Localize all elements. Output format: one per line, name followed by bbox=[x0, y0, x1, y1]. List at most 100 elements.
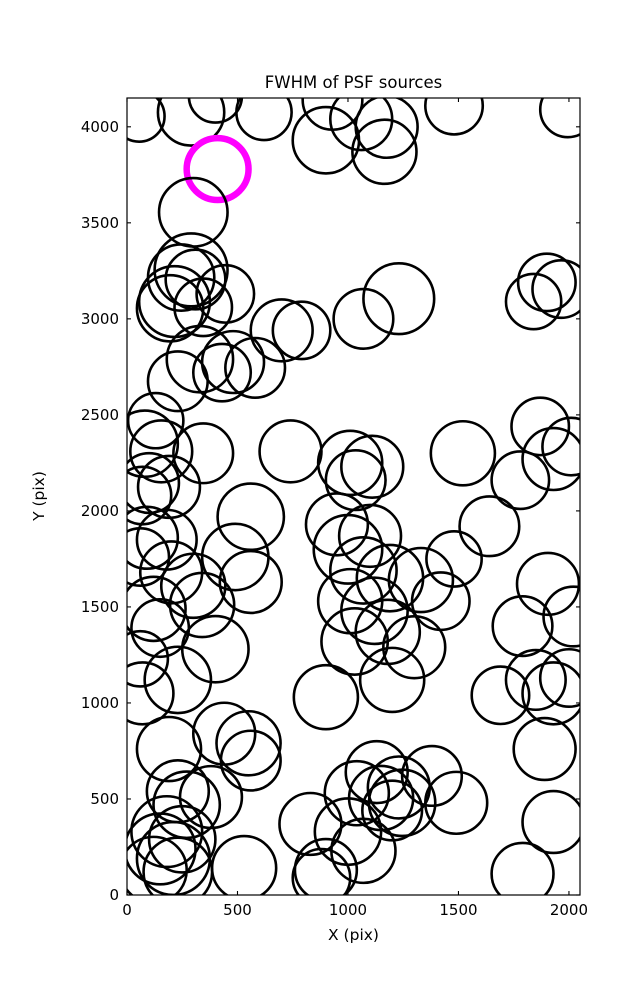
psf-source-circle bbox=[135, 273, 205, 343]
psf-source-circle bbox=[542, 585, 580, 648]
psf-source-circle bbox=[187, 98, 244, 124]
plot-data-area bbox=[127, 98, 580, 895]
psf-source-circle bbox=[337, 503, 403, 569]
psf-source-circle bbox=[135, 715, 203, 783]
psf-source-circle bbox=[127, 451, 181, 515]
psf-source-circle bbox=[127, 629, 170, 688]
psf-source-circle bbox=[491, 594, 554, 658]
psf-source-circle bbox=[320, 607, 390, 676]
psf-source-circle bbox=[172, 422, 235, 485]
psf-source-circle bbox=[400, 744, 464, 808]
psf-source-circle bbox=[328, 98, 394, 152]
x-tick-label: 0 bbox=[122, 901, 132, 919]
psf-source-circle bbox=[316, 429, 384, 497]
y-tick-label: 0 bbox=[109, 886, 119, 904]
psf-source-circle bbox=[215, 709, 282, 777]
psf-source-circle bbox=[127, 575, 187, 643]
psf-source-circle bbox=[367, 768, 437, 838]
psf-source-circle bbox=[304, 492, 370, 557]
psf-source-circle bbox=[180, 614, 250, 684]
psf-source-circle bbox=[538, 647, 580, 709]
psf-source-circle bbox=[168, 571, 236, 639]
psf-source-circle bbox=[278, 791, 343, 857]
psf-source-circle bbox=[173, 277, 234, 338]
psf-source-circle bbox=[328, 535, 398, 605]
y-tick-label: 2500 bbox=[81, 406, 119, 424]
y-tick-label: 4000 bbox=[81, 118, 119, 136]
psf-source-circle bbox=[470, 665, 531, 726]
x-tick-label: 500 bbox=[223, 901, 252, 919]
x-axis-label: X (pix) bbox=[328, 926, 379, 944]
psf-source-circle bbox=[153, 232, 229, 308]
psf-source-circle bbox=[127, 812, 197, 886]
psf-source-circle bbox=[354, 98, 419, 160]
psf-source-circle bbox=[490, 450, 551, 511]
psf-source-circle bbox=[249, 298, 314, 363]
psf-source-circle bbox=[146, 350, 209, 413]
psf-source-circle bbox=[344, 739, 409, 805]
psf-source-circle bbox=[504, 648, 567, 712]
psf-source-circle bbox=[362, 262, 436, 336]
psf-source-circle bbox=[521, 426, 580, 492]
y-axis-ticks: 0 500 1000 1500 2000 2500 3000 3500 4000 bbox=[81, 118, 580, 904]
psf-source-circle bbox=[538, 98, 580, 139]
psf-source-circle bbox=[271, 300, 332, 361]
psf-source-circle bbox=[224, 336, 287, 399]
psf-source-circle bbox=[218, 549, 283, 615]
psf-source-circle bbox=[340, 434, 405, 499]
psf-source-circle bbox=[541, 416, 580, 477]
page-title: FWHM of PSF sources bbox=[265, 73, 442, 92]
y-tick-label: 1000 bbox=[81, 694, 119, 712]
psf-source-circle bbox=[191, 342, 253, 403]
psf-source-circle bbox=[164, 248, 227, 311]
psf-source-circle bbox=[195, 263, 256, 324]
psf-source-circle bbox=[127, 835, 188, 895]
psf-source-circle bbox=[292, 663, 360, 731]
psf-source-circle bbox=[531, 259, 580, 320]
psf-circle-markers bbox=[127, 98, 580, 895]
psf-source-circle bbox=[504, 272, 563, 331]
psf-source-circle bbox=[510, 396, 571, 457]
y-tick-label: 2000 bbox=[81, 502, 119, 520]
psf-source-circle bbox=[410, 571, 471, 632]
psf-source-circle bbox=[332, 287, 395, 350]
y-axis-label: Y (pix) bbox=[30, 471, 48, 522]
psf-source-circle bbox=[515, 551, 580, 617]
psf-source-circle bbox=[127, 505, 180, 571]
psf-source-circle bbox=[424, 770, 489, 836]
psf-source-circle bbox=[358, 646, 426, 714]
psf-source-circle bbox=[516, 252, 577, 313]
psf-source-circle bbox=[130, 794, 204, 869]
psf-source-circle bbox=[129, 419, 194, 484]
y-tick-label: 500 bbox=[90, 790, 119, 808]
psf-source-circle bbox=[351, 118, 418, 186]
y-tick-label: 3500 bbox=[81, 214, 119, 232]
psf-source-circle bbox=[361, 779, 424, 842]
psf-source-circle bbox=[127, 391, 185, 450]
psf-source-circle bbox=[291, 847, 352, 895]
x-tick-label: 1000 bbox=[329, 901, 367, 919]
axes-frame: 0 500 1000 1500 2000 0 500 1000 1500 2000 2500 300… bbox=[81, 97, 588, 919]
y-tick-label: 1500 bbox=[81, 598, 119, 616]
psf-source-circle bbox=[143, 645, 213, 715]
psf-source-circle bbox=[323, 759, 391, 827]
psf-source-circle bbox=[127, 526, 171, 588]
x-tick-label: 2000 bbox=[550, 901, 588, 919]
psf-source-circle bbox=[429, 419, 497, 487]
psf-source-circle bbox=[424, 98, 485, 136]
psf-source-circle bbox=[521, 661, 580, 726]
psf-source-circle bbox=[127, 98, 166, 143]
psf-source-circle bbox=[219, 729, 282, 792]
axes-spines bbox=[126, 97, 581, 896]
x-tick-label: 1500 bbox=[439, 901, 477, 919]
psf-source-circle bbox=[458, 495, 521, 558]
psf-source-circle bbox=[127, 661, 175, 726]
psf-source-circle bbox=[512, 716, 577, 782]
psf-source-circle bbox=[521, 789, 580, 855]
psf-source-circle bbox=[490, 841, 555, 895]
psf-source-circle bbox=[156, 98, 226, 147]
psf-source-circle bbox=[210, 834, 278, 895]
psf-source-circle bbox=[159, 552, 227, 620]
